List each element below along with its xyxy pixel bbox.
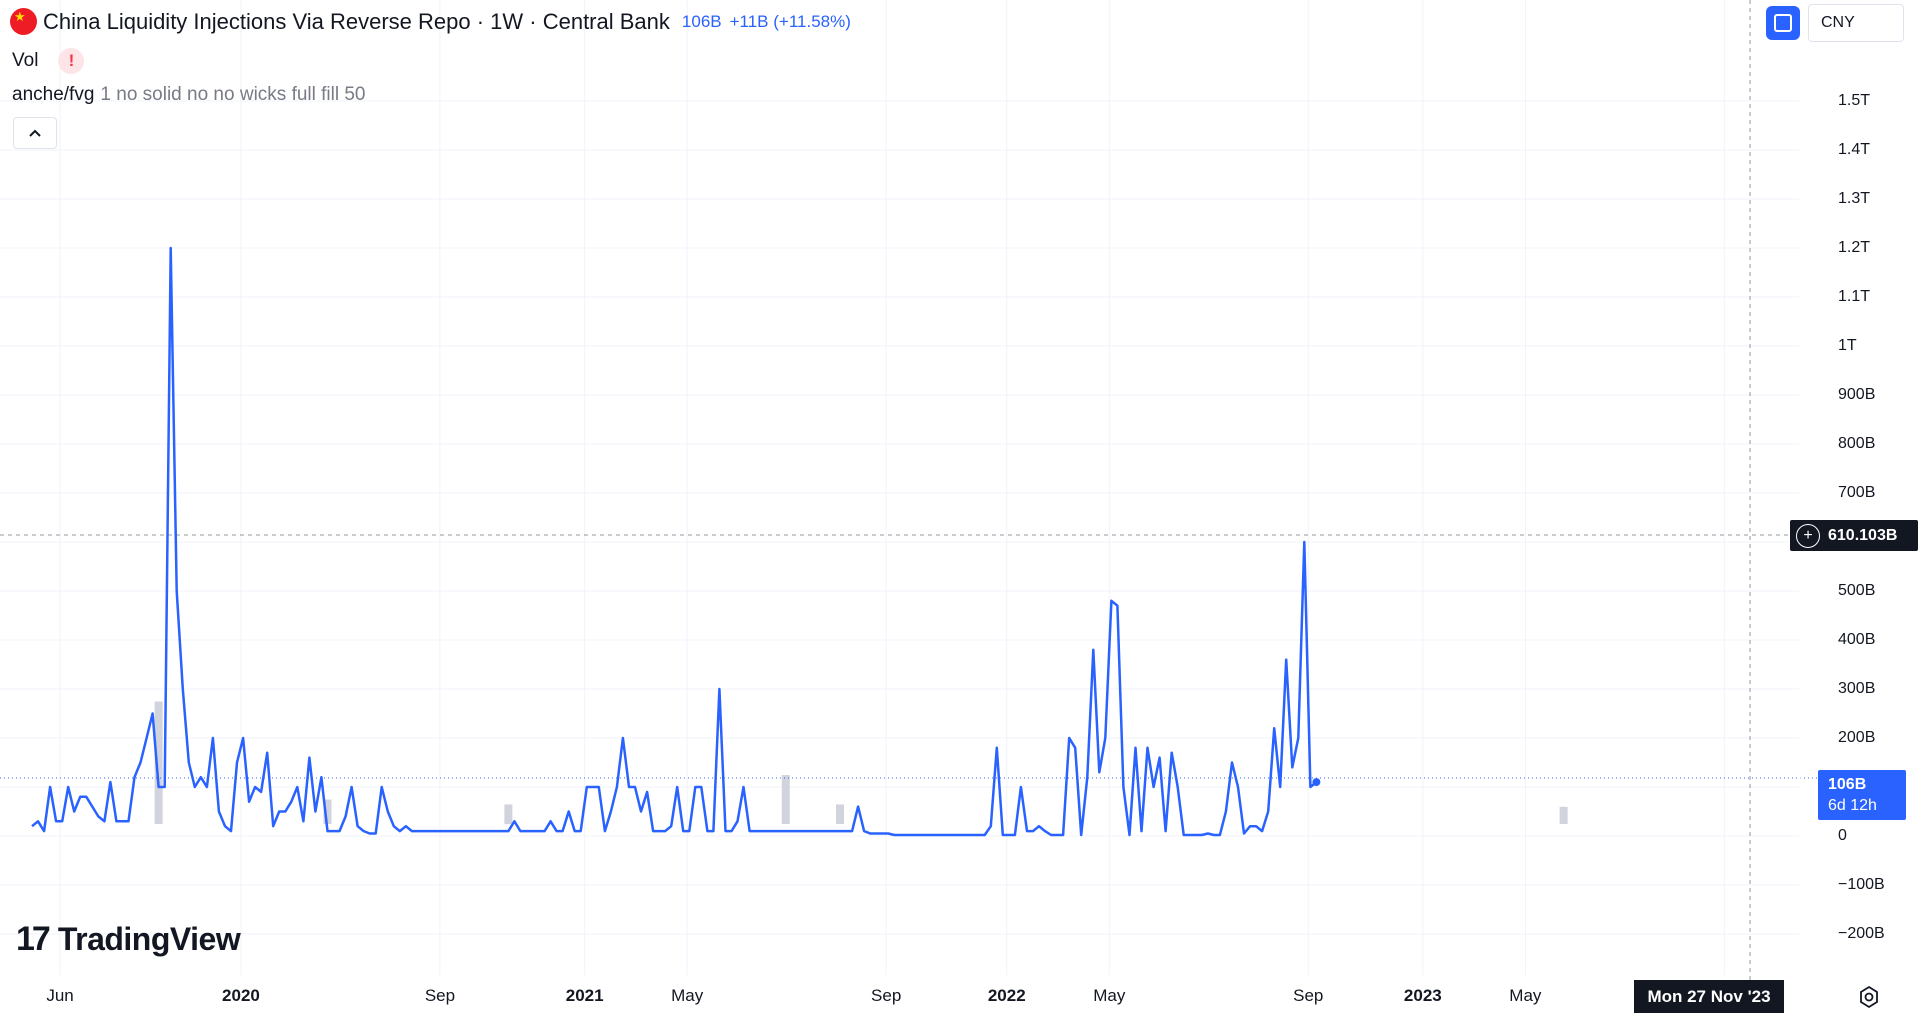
volume-bar [1559, 806, 1568, 824]
price-tick-label: 1T [1838, 337, 1857, 354]
series-line-0 [31, 246, 1318, 837]
price-tick-label: 200B [1838, 729, 1876, 746]
gear-icon[interactable] [1854, 982, 1884, 1012]
indicator-legend[interactable]: anche/fvg 1 no solid no no wicks full fil… [12, 84, 366, 106]
volume-bar [781, 775, 790, 824]
volume-legend: Vol ! [12, 48, 85, 74]
china-flag-icon: ★ [10, 8, 37, 35]
price-tick-label: 500B [1838, 582, 1876, 599]
last-price-label: 106B 6d 12h [1818, 770, 1906, 820]
price-tick-label: 400B [1838, 631, 1876, 648]
price-tick-label: 900B [1838, 386, 1876, 403]
crosshair-price-label[interactable]: + 610.103B [1790, 520, 1918, 551]
settings-gear-glyph [1860, 985, 1878, 1009]
price-tick-label: 1.1T [1838, 288, 1871, 305]
price-tick-label: −200B [1838, 925, 1885, 942]
flag-star-icon: ★ [14, 9, 26, 24]
crosshair-date-label: Mon 27 Nov '23 [1634, 980, 1784, 1013]
time-tick-label: Sep [424, 986, 456, 1005]
volume-bars [154, 701, 1568, 824]
chevron-up-icon [29, 129, 41, 137]
last-price-value: 106B [1828, 776, 1867, 793]
price-tick-label: 800B [1838, 435, 1876, 452]
price-tick-label: 0 [1838, 827, 1847, 844]
crosshair-price-value: 610.103B [1828, 526, 1898, 544]
add-alert-icon[interactable]: + [1796, 523, 1820, 548]
volume-bar [154, 701, 163, 824]
price-tick-label: 700B [1838, 484, 1876, 501]
time-tick-label: 2020 [222, 986, 260, 1005]
currency-selector[interactable]: CNY [1808, 4, 1904, 42]
indicator-name: anche/fvg [12, 84, 95, 105]
volume-bar [836, 804, 845, 824]
sync-button[interactable] [1766, 6, 1800, 40]
time-tick-label: May [1093, 986, 1126, 1005]
series-layer [31, 246, 1321, 837]
indicator-params: 1 no solid no no wicks full fill 50 [100, 84, 366, 105]
time-tick-label: May [1509, 986, 1542, 1005]
time-tick-label: Sep [871, 986, 902, 1005]
price-tick-label: 1.3T [1838, 190, 1871, 207]
last-point-marker [1312, 778, 1321, 787]
time-tick-label: Jun [46, 986, 74, 1005]
tradingview-logo[interactable]: 17 TradingView [16, 920, 241, 959]
time-tick-label: 2021 [565, 986, 604, 1005]
price-tick-label: −100B [1838, 876, 1885, 893]
vertical-gridlines [59, 0, 1725, 975]
bar-countdown: 6d 12h [1828, 797, 1877, 814]
tradingview-wordmark: TradingView [57, 921, 241, 957]
chart-header: ★ China Liquidity Injections Via Reverse… [10, 8, 851, 35]
volume-bar [504, 804, 513, 824]
change-value: +11B (+11.58%) [729, 11, 851, 31]
warning-icon[interactable]: ! [58, 48, 85, 74]
price-tick-label: 1.5T [1838, 92, 1871, 109]
volume-label[interactable]: Vol [12, 50, 39, 71]
time-tick-label: Sep [1293, 986, 1324, 1005]
last-value: 106B [681, 11, 722, 31]
horizontal-gridlines [0, 100, 1800, 935]
volume-bar [323, 799, 332, 824]
tradingview-logo-icon: 17 [16, 920, 51, 958]
time-tick-label: 2022 [987, 986, 1026, 1005]
time-tick-label: 2023 [1403, 986, 1442, 1005]
sync-icon [1774, 14, 1792, 32]
collapse-legend-button[interactable] [13, 117, 57, 149]
symbol-title[interactable]: China Liquidity Injections Via Reverse R… [43, 8, 670, 34]
price-tick-label: 1.4T [1838, 141, 1871, 158]
time-tick-label: May [671, 986, 704, 1005]
price-tick-label: 300B [1838, 680, 1876, 697]
price-tick-label: 1.2T [1838, 239, 1871, 256]
